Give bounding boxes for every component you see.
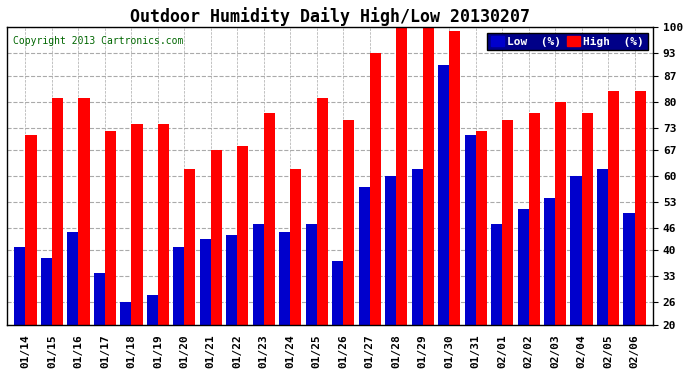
Bar	[184, 169, 195, 325]
Bar	[449, 31, 460, 325]
Bar	[26, 135, 37, 325]
Bar	[68, 232, 79, 325]
Bar	[582, 113, 593, 325]
Bar	[555, 102, 566, 325]
Bar	[79, 98, 90, 325]
Bar	[529, 113, 540, 325]
Bar	[332, 261, 343, 325]
Bar	[411, 169, 423, 325]
Bar	[438, 64, 449, 325]
Text: Copyright 2013 Cartronics.com: Copyright 2013 Cartronics.com	[13, 36, 184, 46]
Bar	[290, 169, 302, 325]
Bar	[571, 176, 582, 325]
Bar	[396, 27, 407, 325]
Bar	[237, 146, 248, 325]
Bar	[173, 247, 184, 325]
Bar	[52, 98, 63, 325]
Bar	[14, 247, 26, 325]
Bar	[518, 210, 529, 325]
Bar	[211, 150, 222, 325]
Bar	[502, 120, 513, 325]
Bar	[635, 91, 646, 325]
Bar	[385, 176, 396, 325]
Bar	[147, 295, 158, 325]
Bar	[41, 258, 52, 325]
Bar	[253, 224, 264, 325]
Legend: Low  (%), High  (%): Low (%), High (%)	[487, 33, 647, 50]
Bar	[226, 236, 237, 325]
Bar	[359, 187, 370, 325]
Bar	[491, 224, 502, 325]
Bar	[544, 198, 555, 325]
Bar	[343, 120, 355, 325]
Bar	[279, 232, 290, 325]
Bar	[597, 169, 608, 325]
Bar	[264, 113, 275, 325]
Bar	[94, 273, 105, 325]
Bar	[105, 132, 116, 325]
Bar	[199, 239, 211, 325]
Title: Outdoor Humidity Daily High/Low 20130207: Outdoor Humidity Daily High/Low 20130207	[130, 7, 530, 26]
Bar	[306, 224, 317, 325]
Bar	[370, 54, 381, 325]
Bar	[464, 135, 475, 325]
Bar	[131, 124, 143, 325]
Bar	[158, 124, 169, 325]
Bar	[120, 302, 131, 325]
Bar	[608, 91, 619, 325]
Bar	[624, 213, 635, 325]
Bar	[475, 132, 486, 325]
Bar	[317, 98, 328, 325]
Bar	[423, 27, 434, 325]
